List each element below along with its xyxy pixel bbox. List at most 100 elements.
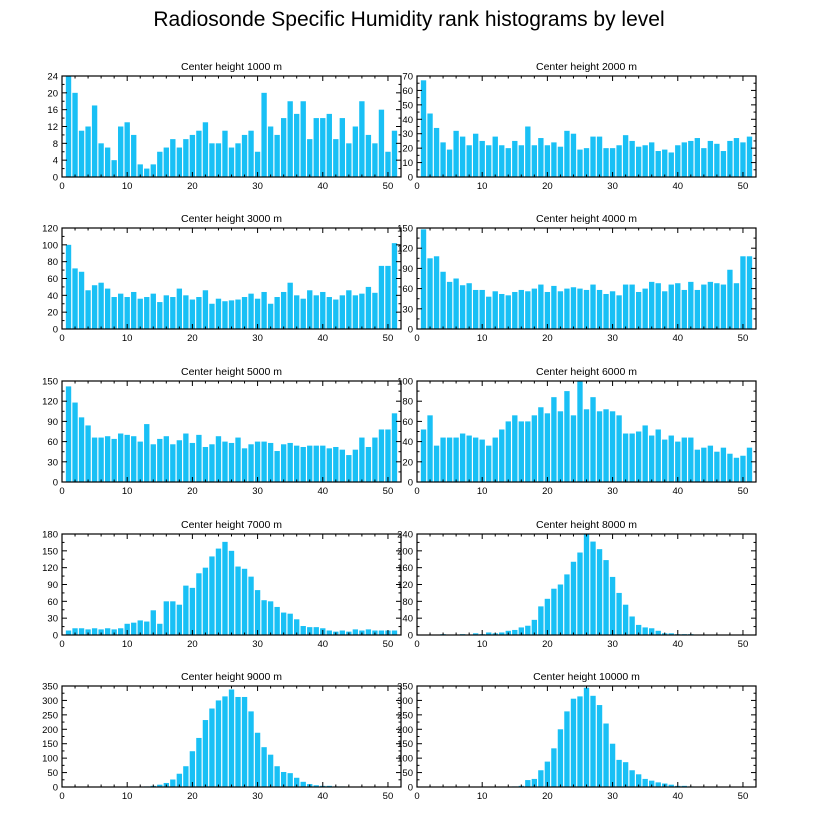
bar xyxy=(479,439,485,482)
bar xyxy=(209,143,215,177)
bar xyxy=(326,448,332,482)
bar xyxy=(486,632,492,635)
x-tick-label: 10 xyxy=(122,333,133,344)
bar xyxy=(157,438,163,482)
bar xyxy=(228,442,235,482)
bar xyxy=(473,437,479,482)
x-tick-label: 30 xyxy=(252,639,263,650)
bar xyxy=(440,271,446,329)
bar xyxy=(681,289,687,329)
bar xyxy=(222,130,228,177)
bar xyxy=(137,164,143,178)
bar xyxy=(131,622,137,635)
bar xyxy=(492,437,498,482)
bar xyxy=(570,287,577,329)
y-tick-label: 50 xyxy=(402,100,413,111)
y-tick-label: 120 xyxy=(42,563,58,574)
x-tick-label: 20 xyxy=(187,486,198,497)
bar xyxy=(531,619,538,635)
bar xyxy=(209,444,215,482)
y-tick-label: 16 xyxy=(47,105,58,116)
bar xyxy=(254,441,261,482)
bar xyxy=(616,415,622,482)
bar xyxy=(248,444,254,482)
bar xyxy=(391,630,398,635)
y-tick-label: 0 xyxy=(53,325,58,336)
bar xyxy=(235,566,241,635)
bar xyxy=(320,118,326,177)
bar xyxy=(727,453,733,482)
bar xyxy=(307,290,313,329)
bar xyxy=(209,708,215,787)
bar xyxy=(209,303,215,329)
bar xyxy=(420,80,427,177)
bar xyxy=(300,626,306,635)
bar xyxy=(111,160,117,177)
x-tick-label: 40 xyxy=(672,181,683,192)
bar xyxy=(313,627,319,635)
panel-title: Center height 6000 m xyxy=(536,366,637,378)
bar xyxy=(668,633,674,635)
bar xyxy=(274,451,280,482)
bar xyxy=(583,148,590,177)
y-tick-label: 90 xyxy=(47,417,58,428)
bar xyxy=(176,147,183,177)
y-tick-label: 120 xyxy=(42,224,58,235)
bar xyxy=(557,584,564,635)
bar xyxy=(209,556,215,635)
x-tick-label: 10 xyxy=(477,181,488,192)
bar xyxy=(688,140,694,177)
bar xyxy=(85,290,91,329)
bar xyxy=(313,445,319,482)
bar xyxy=(505,295,511,329)
bar xyxy=(372,437,378,482)
bar xyxy=(163,295,169,329)
bar xyxy=(668,435,674,482)
bar xyxy=(590,695,596,787)
bar xyxy=(261,747,267,787)
bar xyxy=(202,446,209,482)
bar xyxy=(78,628,85,635)
x-tick-label: 20 xyxy=(542,333,553,344)
bar xyxy=(433,127,440,177)
bar xyxy=(339,118,345,177)
bar xyxy=(346,290,352,329)
bar xyxy=(622,604,629,635)
bar xyxy=(446,437,453,482)
y-tick-label: 0 xyxy=(408,631,413,642)
bar xyxy=(655,151,661,177)
bar xyxy=(466,283,472,329)
x-tick-label: 10 xyxy=(122,181,133,192)
bar xyxy=(267,442,274,482)
x-tick-label: 50 xyxy=(738,181,749,192)
bar xyxy=(616,592,622,635)
bar xyxy=(72,92,78,177)
y-tick-label: 240 xyxy=(397,530,413,541)
x-tick-label: 50 xyxy=(738,333,749,344)
bar xyxy=(261,441,267,482)
bar xyxy=(577,696,583,787)
bar xyxy=(479,289,485,329)
bar xyxy=(274,606,280,635)
bar xyxy=(512,629,518,635)
bar xyxy=(649,780,655,787)
bar xyxy=(137,620,143,635)
bar xyxy=(740,142,746,177)
bar xyxy=(202,567,209,635)
x-tick-label: 40 xyxy=(672,486,683,497)
bar xyxy=(544,145,551,177)
bar xyxy=(596,549,603,635)
bar xyxy=(157,784,163,787)
bar xyxy=(170,601,176,635)
x-tick-label: 0 xyxy=(414,791,419,802)
bar xyxy=(544,413,551,482)
y-tick-label: 50 xyxy=(47,768,58,779)
y-tick-label: 30 xyxy=(47,457,58,468)
bar xyxy=(215,436,222,482)
bar xyxy=(320,291,326,329)
bar xyxy=(446,281,453,329)
bar xyxy=(144,621,150,635)
y-tick-label: 200 xyxy=(397,725,413,736)
panel-5: Center height 5000 m 0 10 20 30 40 50 0 30 60 90 12… xyxy=(42,366,402,497)
bar xyxy=(746,136,753,177)
